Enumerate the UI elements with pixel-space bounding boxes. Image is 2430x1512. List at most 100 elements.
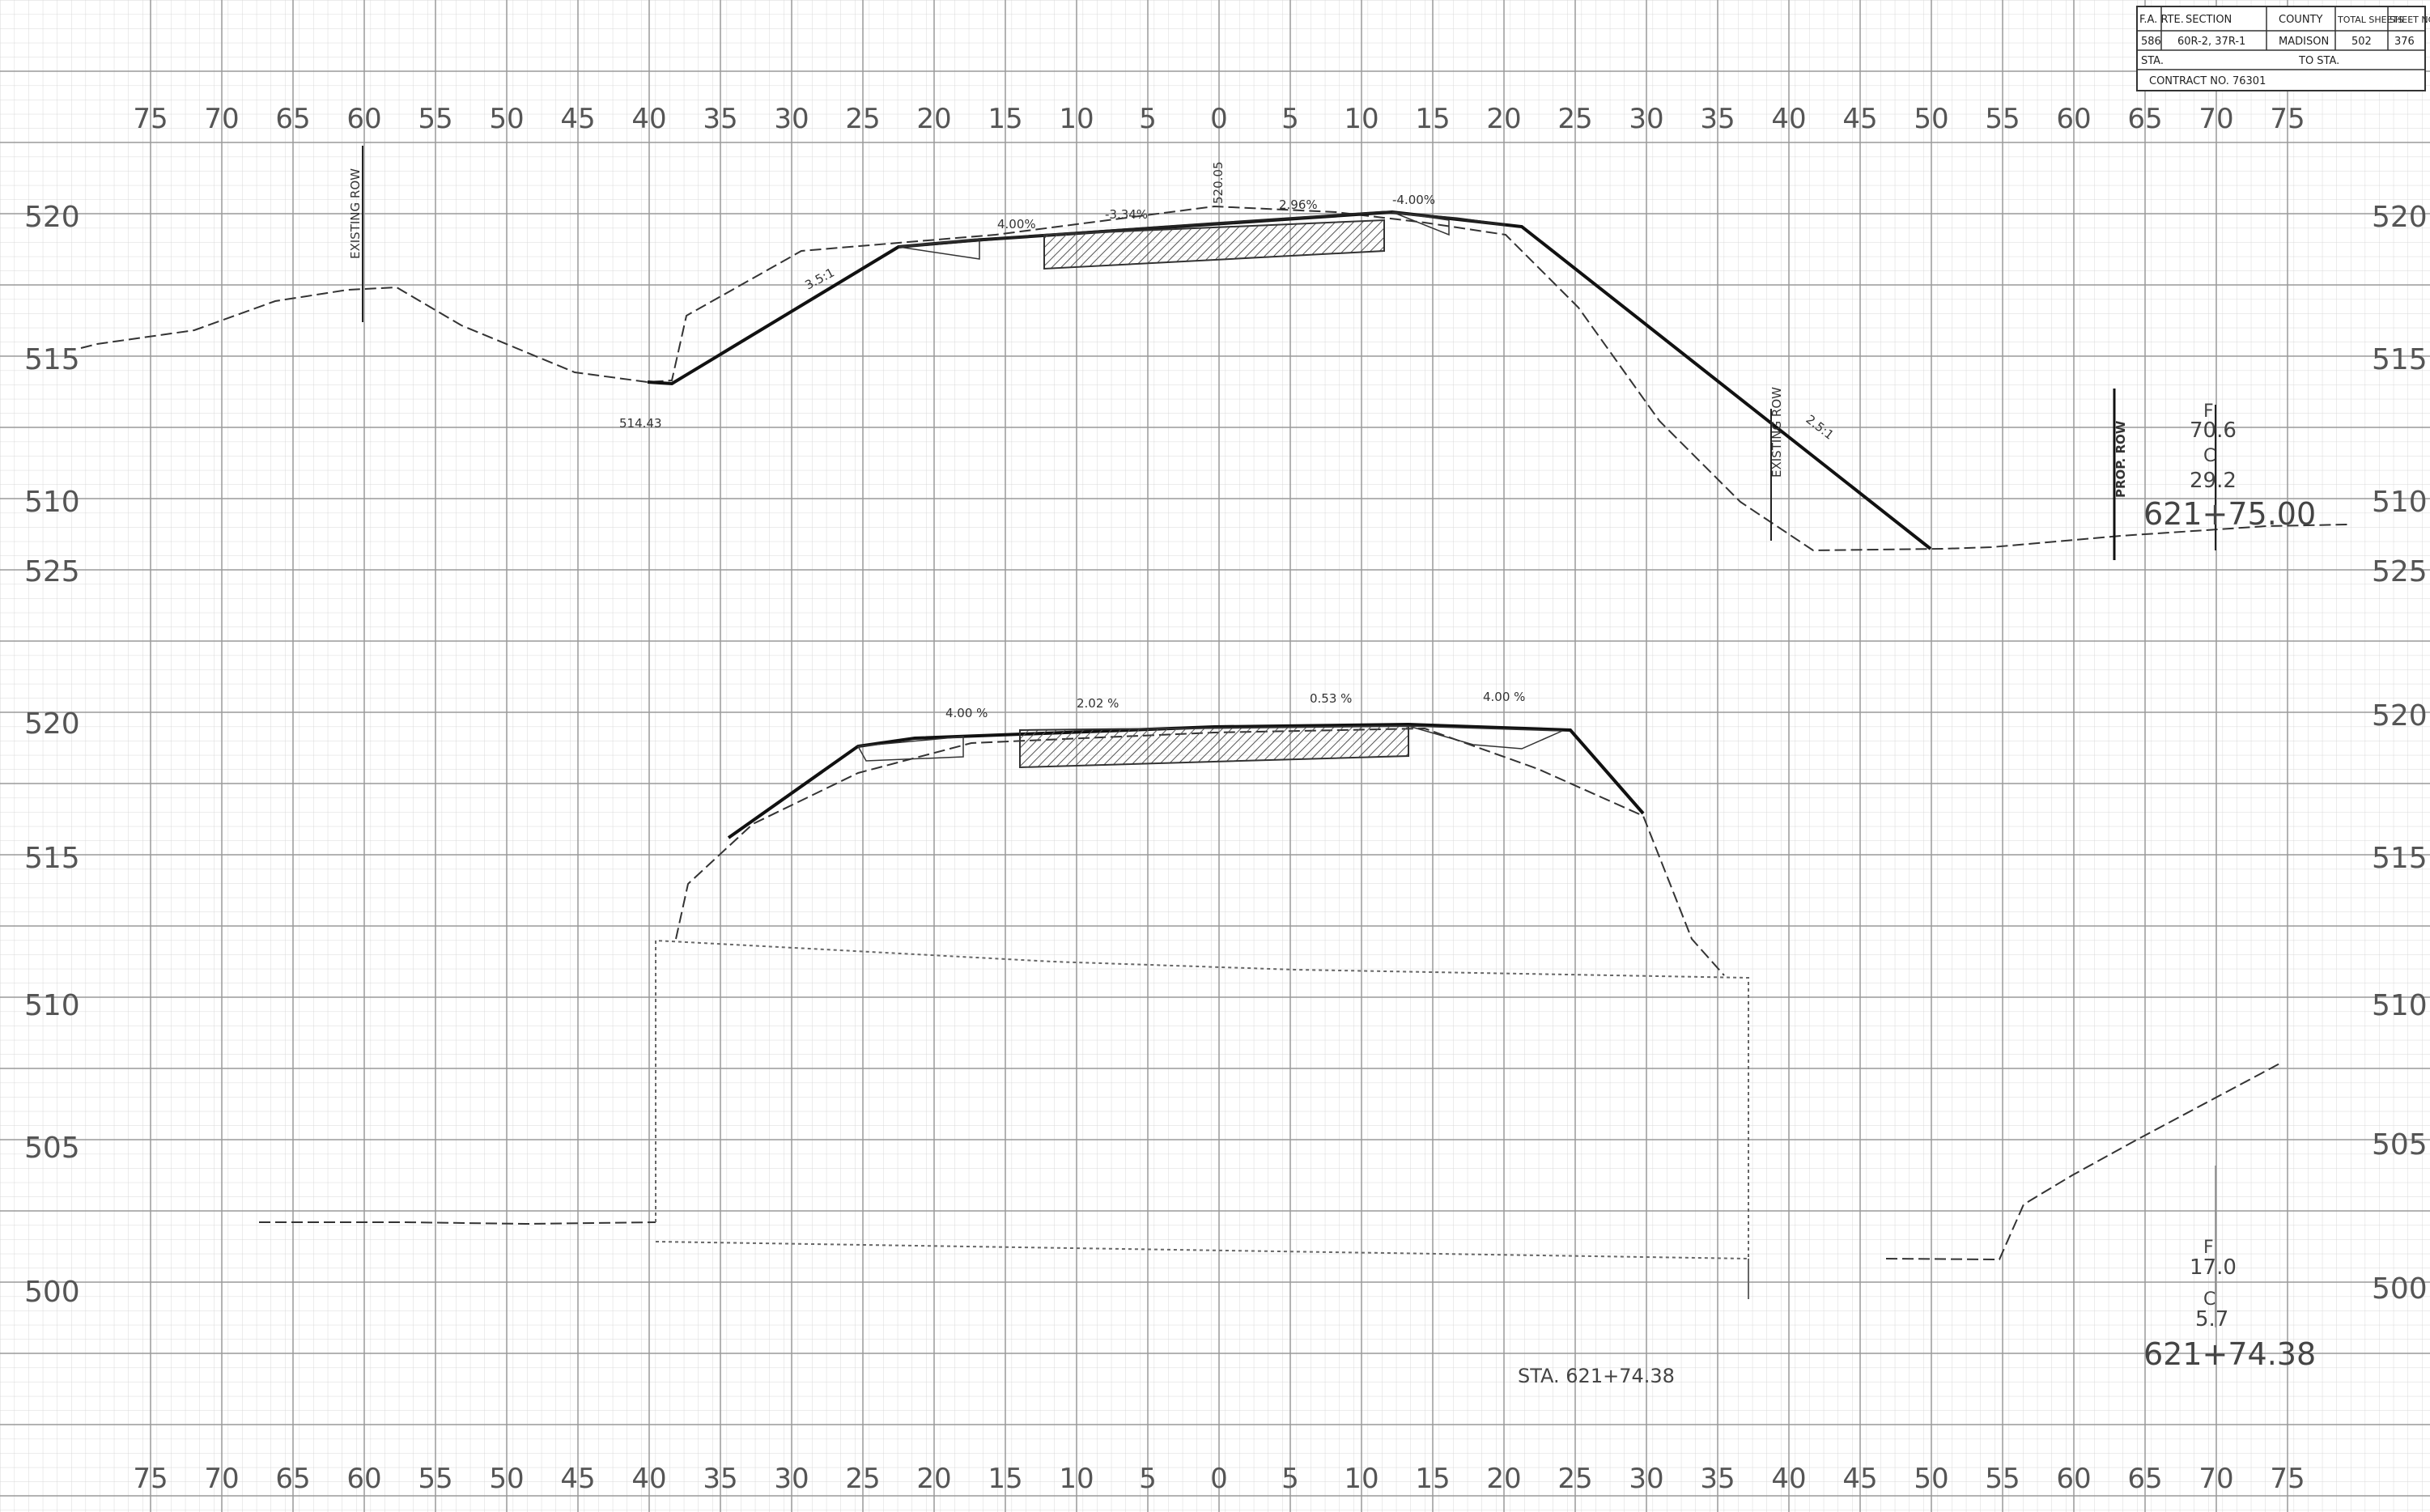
existing-ground-upper [80, 205, 2348, 552]
shoulder-left-lower [856, 736, 964, 762]
existing-ground-lower-right [1885, 1061, 2283, 1261]
offset-tick-label: 20 [1486, 1463, 1521, 1495]
label-cross-slope-3: 2.96% [1279, 197, 1318, 212]
tb-sheet-no: 376 [2394, 36, 2415, 48]
offset-tick-label: 55 [418, 103, 452, 135]
offset-tick-label: 40 [1771, 1463, 1806, 1495]
tb-hdr-sheet-no: SHEET NO. [2390, 15, 2430, 25]
elev-515-left: 515 [24, 343, 80, 376]
offset-tick-label: 50 [489, 103, 524, 135]
shoulder-right-upper [1391, 211, 1450, 236]
station-number-lower: 621+74.38 [2143, 1336, 2316, 1372]
offset-tick-label: 70 [2198, 1463, 2233, 1495]
offset-tick-label: 70 [2198, 103, 2233, 135]
label-toe-elevation: 514.43 [619, 416, 662, 431]
station-fill-label-lower: F [2203, 1238, 2214, 1258]
label-existing-row-left: EXISTING ROW [348, 168, 363, 259]
offset-tick-label: 70 [204, 103, 239, 135]
tb-contract: CONTRACT NO. 76301 [2149, 75, 2266, 87]
offset-tick-label: 60 [2056, 1463, 2091, 1495]
title-block: F.A. RTE. SECTION COUNTY TOTAL SHEETS SH… [2136, 6, 2430, 91]
station-cut-label-lower: C [2203, 1289, 2215, 1310]
offset-tick-label: 5 [1281, 1463, 1299, 1495]
offset-tick-label: 50 [1914, 103, 1948, 135]
elev-500-left: 500 [24, 1276, 80, 1309]
label-cross-slope-1-lower: 4.00 % [945, 706, 988, 720]
offset-tick-label: 60 [346, 1463, 381, 1495]
elev-520-right-lower: 520 [2372, 699, 2428, 733]
excavation-outline [655, 939, 1749, 1299]
offset-tick-label: 15 [988, 1463, 1022, 1495]
elevation-scale-upper: 520 515 510 520 515 510 [24, 201, 2428, 519]
offset-tick-label: 45 [560, 1463, 595, 1495]
tb-section: 60R-2, 37R-1 [2177, 36, 2245, 48]
pavement-top-upper [898, 210, 1506, 248]
elev-505-left: 505 [24, 1132, 80, 1165]
offset-scale-bottom: 75 70 65 60 55 50 45 40 35 30 25 20 15 10 5 0 5 10 15 20 25 3… [133, 1463, 2305, 1495]
offset-tick-label: 70 [204, 1463, 239, 1495]
offset-tick-label: 10 [1344, 1463, 1379, 1495]
elev-515-right: 515 [2372, 343, 2428, 376]
elev-520-right: 520 [2372, 201, 2428, 234]
label-cross-slope-3-lower: 0.53 % [1310, 691, 1352, 706]
offset-tick-label: 20 [916, 1463, 951, 1495]
tb-fa-rte: 586 [2141, 36, 2161, 48]
offset-tick-label: 15 [1415, 103, 1450, 135]
elev-505-right: 505 [2372, 1128, 2428, 1162]
elev-500-right: 500 [2372, 1272, 2428, 1306]
offset-tick-label: 30 [774, 103, 809, 135]
label-prop-row: PROP. ROW [2114, 420, 2128, 498]
excavation-bottom [655, 1241, 1749, 1259]
elev-510-left: 510 [24, 486, 80, 519]
offset-tick-label: 40 [1771, 103, 1806, 135]
elev-525-left: 525 [24, 555, 80, 588]
tb-to-sta-label: TO STA. [2298, 55, 2339, 67]
offset-tick-label: 35 [703, 1463, 737, 1495]
tb-total-sheets: 502 [2351, 36, 2372, 48]
elev-510-right-lower: 510 [2372, 989, 2428, 1022]
offset-tick-label: 35 [703, 103, 737, 135]
station-number-upper: 621+75.00 [2143, 496, 2316, 532]
station-cut-value-lower: 5.7 [2195, 1307, 2228, 1331]
offset-tick-label: 45 [1842, 1463, 1877, 1495]
offset-tick-label: 60 [346, 103, 381, 135]
elev-515-right-lower: 515 [2372, 842, 2428, 875]
offset-tick-label: 75 [133, 1463, 168, 1495]
pavement-layer-lower [1019, 724, 1409, 769]
offset-tick-label: 25 [1557, 1463, 1592, 1495]
station-fill-value-lower: 17.0 [2190, 1255, 2237, 1280]
offset-tick-label: 50 [489, 1463, 524, 1495]
offset-tick-label: 10 [1059, 1463, 1094, 1495]
offset-tick-label: 60 [2056, 103, 2091, 135]
offset-tick-label: 25 [845, 103, 880, 135]
label-cross-slope-1: 4.00% [997, 217, 1036, 231]
shoulder-right-lower [1408, 725, 1563, 750]
offset-tick-label: 45 [1842, 103, 1877, 135]
offset-tick-label: 55 [418, 1463, 452, 1495]
offset-tick-label: 55 [1985, 103, 2020, 135]
elev-520-left-lower: 520 [24, 707, 80, 741]
offset-tick-label: 35 [1700, 1463, 1735, 1495]
elev-510-left-lower: 510 [24, 989, 80, 1022]
label-cl-elevation: 520.05 [1211, 162, 1226, 205]
offset-tick-label: 0 [1210, 1463, 1228, 1495]
label-existing-row-right: EXISTING ROW [1769, 387, 1784, 478]
offset-tick-label: 40 [631, 1463, 666, 1495]
tb-hdr-county: COUNTY [2279, 14, 2322, 26]
offset-tick-label: 5 [1139, 103, 1157, 135]
offset-tick-label: 65 [275, 103, 310, 135]
label-cross-slope-4-lower: 4.00 % [1483, 690, 1525, 704]
existing-ground-lower [259, 1221, 656, 1225]
tb-county: MADISON [2279, 36, 2329, 48]
tb-hdr-section: SECTION [2186, 14, 2232, 26]
station-fill-value-upper: 70.6 [2190, 418, 2237, 443]
offset-tick-label: 50 [1914, 1463, 1948, 1495]
offset-tick-label: 20 [916, 103, 951, 135]
station-text-lower: STA. 621+74.38 [1518, 1365, 1675, 1387]
lower-cross-section: 4.00 % 2.02 % 0.53 % 4.00 % STA. 621+74.… [259, 690, 2316, 1387]
offset-tick-label: 10 [1059, 103, 1094, 135]
offset-tick-label: 25 [845, 1463, 880, 1495]
elevation-scale-lower: 525 520 515 510 505 500 525 520 515 510 … [24, 555, 2428, 1309]
